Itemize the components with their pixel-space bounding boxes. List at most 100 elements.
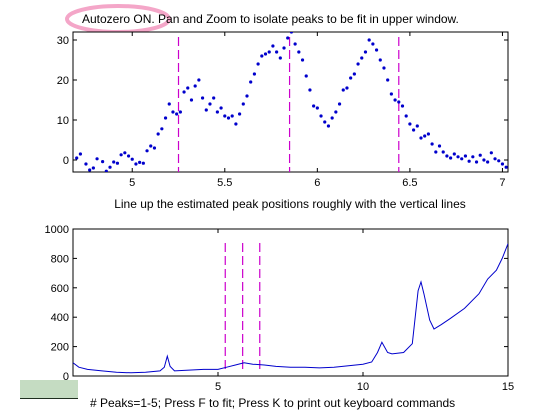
upper-data-point: [486, 160, 490, 164]
upper-data-point: [349, 76, 353, 80]
upper-plot-caption: Line up the estimated peak positions rou…: [114, 197, 466, 211]
upper-data-point: [471, 155, 475, 159]
upper-data-point: [400, 104, 405, 108]
upper-data-point: [226, 116, 231, 120]
lower-ytick-label: 400: [51, 312, 69, 324]
upper-data-point: [200, 96, 205, 100]
upper-data-point: [263, 52, 268, 56]
upper-data-point: [141, 161, 145, 165]
lower-xtick-label: 10: [357, 381, 369, 393]
autozero-badge-text: Autozero ON.: [82, 12, 155, 26]
upper-data-point: [271, 44, 275, 48]
upper-data-point: [219, 106, 223, 110]
upper-data-point: [367, 38, 371, 42]
upper-ytick-label: 20: [57, 75, 69, 87]
upper-data-point: [234, 122, 238, 126]
upper-data-point: [163, 116, 168, 120]
upper-data-point: [434, 150, 438, 154]
upper-data-point: [478, 153, 482, 157]
upper-data-point: [75, 156, 79, 160]
lower-plot-axes[interactable]: 05101502004006008001000: [45, 224, 515, 393]
upper-data-point: [104, 169, 108, 172]
upper-data-point: [426, 132, 431, 136]
upper-data-point: [356, 62, 360, 66]
upper-ytick-label: 10: [57, 115, 69, 127]
upper-data-point: [101, 160, 105, 164]
upper-data-point: [308, 88, 312, 92]
upper-data-point: [397, 100, 401, 104]
upper-data-point: [167, 102, 171, 106]
upper-data-point: [223, 114, 227, 118]
upper-data-point: [456, 155, 460, 159]
upper-data-point: [374, 48, 379, 52]
upper-data-point: [156, 132, 160, 136]
upper-data-point: [275, 50, 279, 54]
upper-data-point: [256, 62, 260, 66]
upper-data-point: [289, 32, 294, 34]
upper-data-point: [267, 50, 271, 54]
upper-data-point: [319, 114, 323, 118]
upper-data-point: [119, 153, 123, 157]
upper-data-point: [212, 96, 216, 100]
upper-title-rest: Pan and Zoom to isolate peaks to be fit …: [155, 12, 459, 26]
upper-data-point: [500, 162, 505, 166]
upper-xtick-label: 7: [499, 177, 505, 189]
upper-data-point: [304, 74, 308, 78]
upper-data-point: [430, 142, 434, 146]
lower-xtick-label: 15: [502, 381, 514, 393]
upper-data-point: [115, 161, 120, 165]
upper-data-point: [449, 156, 453, 160]
upper-data-point: [230, 114, 234, 118]
upper-data-point: [345, 86, 349, 90]
lower-frame: [72, 228, 509, 377]
upper-data-point: [504, 165, 508, 169]
upper-data-point: [249, 80, 253, 84]
upper-data-point: [237, 112, 242, 116]
upper-data-point: [182, 90, 186, 94]
upper-data-point: [204, 108, 208, 112]
upper-data-point: [260, 54, 264, 58]
upper-data-point: [341, 88, 345, 92]
upper-data-point: [175, 112, 179, 116]
upper-data-point: [330, 116, 334, 120]
upper-data-point: [189, 98, 194, 102]
upper-data-point: [193, 84, 197, 88]
upper-data-point: [337, 102, 342, 106]
upper-data-point: [382, 66, 386, 70]
upper-data-point: [497, 159, 501, 163]
upper-data-point: [197, 78, 201, 82]
upper-data-point: [282, 46, 286, 50]
upper-plot-axes[interactable]: 5 5.5 6 6.5 7 0 10 20 30: [57, 30, 509, 189]
upper-data-point: [78, 152, 83, 156]
upper-data-point: [297, 50, 301, 54]
upper-data-point: [245, 94, 249, 98]
upper-data-point: [482, 158, 486, 162]
upper-data-point: [300, 58, 305, 62]
upper-data-point: [149, 144, 153, 148]
upper-data-point: [441, 150, 445, 154]
upper-data-point: [293, 42, 297, 46]
upper-data-point: [452, 152, 456, 156]
upper-ytick-label: 0: [63, 155, 69, 167]
lower-ytick-label: 0: [63, 371, 69, 383]
upper-data-point: [315, 106, 319, 110]
upper-data-point: [437, 144, 442, 148]
upper-data-point: [160, 127, 164, 131]
upper-data-point: [493, 157, 497, 161]
upper-data-point: [411, 128, 416, 132]
lower-signal-line: [73, 243, 508, 374]
upper-data-point: [178, 110, 182, 114]
upper-data-point: [126, 154, 131, 158]
upper-data-point: [134, 162, 138, 166]
upper-data-point: [363, 50, 368, 54]
lower-ytick-label: 1000: [45, 224, 69, 236]
upper-data-point: [360, 56, 364, 60]
upper-data-point: [460, 157, 464, 161]
upper-data-point: [419, 136, 423, 140]
upper-data-point: [489, 151, 493, 155]
upper-data-point: [84, 162, 88, 166]
upper-data-point: [467, 159, 471, 163]
upper-data-point: [215, 110, 219, 114]
upper-data-point: [326, 124, 331, 128]
